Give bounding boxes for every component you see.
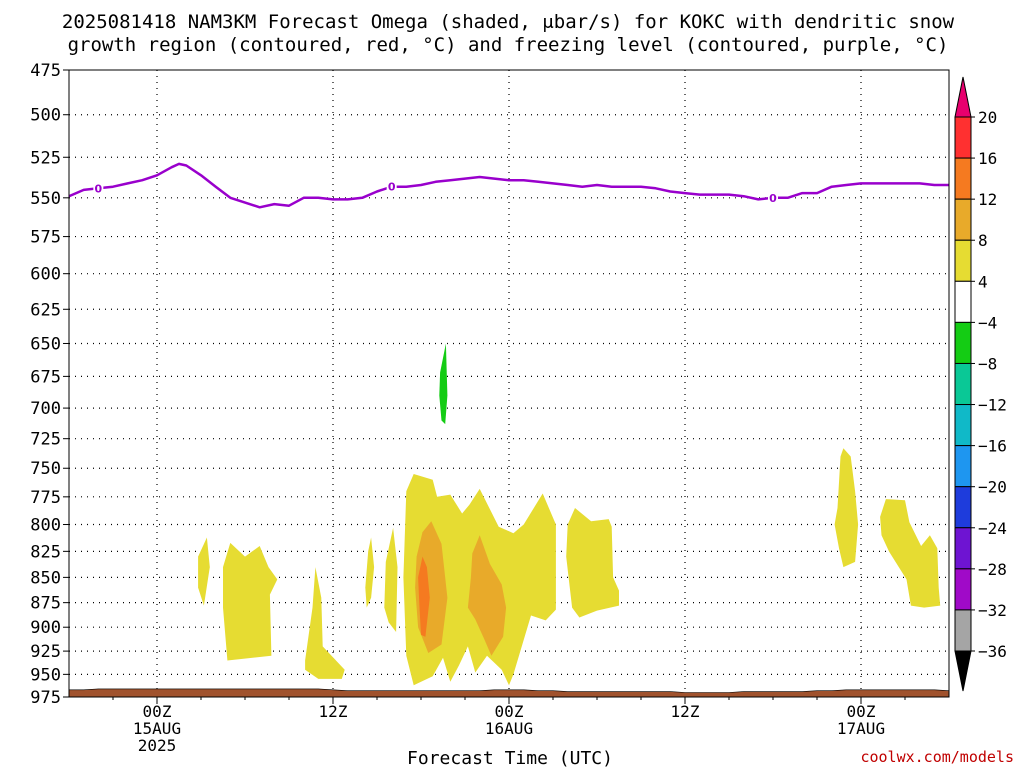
omega-region--4to-8 [439, 343, 448, 425]
terrain [69, 688, 949, 697]
terrain-fill [69, 688, 949, 697]
colorbar-segment [954, 239, 972, 282]
colorbar-label: −8 [978, 354, 997, 373]
colorbar-segment [954, 609, 972, 652]
y-tick-label: 650 [30, 334, 61, 354]
colorbar-segment [954, 445, 972, 488]
colorbar-label: −12 [978, 396, 1007, 415]
y-tick-label: 925 [30, 642, 61, 662]
colorbar-segment [954, 280, 972, 323]
colorbar-segment [954, 486, 972, 529]
colorbar-segment [954, 568, 972, 611]
y-tick-label: 750 [30, 459, 61, 479]
omega-region-4-8 [198, 537, 210, 606]
y-tick-label: 850 [30, 568, 61, 588]
omega-region-4-8 [223, 542, 278, 661]
colorbar-label: 12 [978, 190, 997, 209]
y-tick-label: 500 [30, 106, 61, 126]
y-tick-label: 875 [30, 594, 61, 614]
omega-shading [198, 343, 941, 686]
y-tick-label: 625 [30, 300, 61, 320]
omega-region-4-8 [834, 448, 859, 568]
colorbar-label: −4 [978, 313, 997, 332]
freezing-level-contour: 0 0 0 [69, 162, 949, 209]
y-tick-label: 775 [30, 488, 61, 508]
x-tick-label: 00Z [143, 702, 172, 721]
omega-region-4-8 [365, 537, 375, 608]
y-tick-label: 475 [30, 61, 61, 81]
freezing-level-line [69, 162, 949, 209]
y-axis-ticks: 475 500 525 550 575 600 625 650 675 700 725 750 775 8… [30, 61, 69, 708]
colorbar-label: −24 [978, 519, 1007, 538]
colorbar-segment [954, 362, 972, 406]
colorbar-label: −20 [978, 478, 1007, 497]
omega-region-4-8 [566, 508, 619, 618]
colorbar-segment [954, 404, 972, 447]
y-tick-label: 800 [30, 516, 61, 536]
colorbar-bottom-arrow [954, 650, 972, 692]
x-axis-label: Forecast Time (UTC) [407, 748, 613, 768]
omega-region-8-12 [467, 535, 507, 656]
x-tick-label: 12Z [671, 702, 700, 721]
credit-link[interactable]: coolwx.com/models [860, 748, 1014, 766]
y-tick-label: 575 [30, 228, 61, 248]
colorbar-label: −32 [978, 601, 1007, 620]
omega-region-4-8 [384, 527, 398, 632]
omega-region-4-8 [305, 567, 345, 679]
colorbar-label: 20 [978, 108, 997, 127]
colorbar-segment [954, 198, 972, 241]
y-tick-label: 950 [30, 665, 61, 685]
colorbar-label: −28 [978, 560, 1007, 579]
colorbar-label: −16 [978, 437, 1007, 456]
colorbar-segment [954, 157, 972, 200]
colorbar-label: 4 [978, 272, 988, 291]
colorbar: 20 16 12 8 4 −4 −8 −12 −16 −20 −24 −28 −32 −36 [954, 76, 1007, 692]
freezing-level-label: 0 [95, 182, 103, 195]
x-tick-label: 2025 [138, 736, 177, 755]
x-tick-label: 00Z [847, 702, 876, 721]
x-tick-label: 15AUG [133, 719, 181, 738]
colorbar-segment [954, 321, 972, 364]
x-tick-label: 00Z [495, 702, 524, 721]
colorbar-segment [954, 527, 972, 570]
y-tick-label: 900 [30, 618, 61, 638]
chart-title-line-2: growth region (contoured, red, °C) and f… [68, 34, 949, 56]
y-tick-label: 825 [30, 542, 61, 562]
colorbar-segment [954, 116, 972, 159]
y-tick-label: 725 [30, 430, 61, 450]
freezing-level-label: 0 [769, 192, 777, 205]
freezing-label-bg [93, 181, 104, 195]
y-tick-label: 975 [30, 688, 61, 708]
x-tick-label: 16AUG [485, 719, 533, 738]
freezing-label-bg [768, 190, 778, 204]
y-tick-label: 600 [30, 265, 61, 285]
y-tick-label: 525 [30, 148, 61, 168]
y-tick-label: 700 [30, 399, 61, 419]
x-tick-label: 17AUG [837, 719, 885, 738]
colorbar-label: 8 [978, 231, 988, 250]
x-tick-label: 12Z [319, 702, 348, 721]
freezing-level-label: 0 [388, 181, 396, 194]
freezing-label-bg [386, 179, 397, 193]
y-tick-label: 675 [30, 367, 61, 387]
colorbar-label: 16 [978, 149, 997, 168]
omega-region-4-8 [880, 499, 941, 608]
omega-region-12-16 [418, 556, 430, 637]
y-tick-label: 550 [30, 189, 61, 209]
chart-title-line-1: 2025081418 NAM3KM Forecast Omega (shaded… [62, 11, 955, 33]
colorbar-label: −36 [978, 642, 1007, 661]
